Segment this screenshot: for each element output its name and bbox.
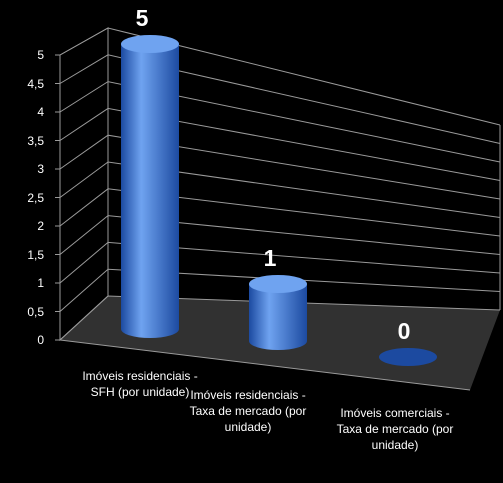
bar	[249, 275, 307, 350]
data-label: 0	[397, 318, 411, 344]
y-tick-label: 3	[37, 162, 44, 176]
bar-top	[249, 275, 307, 293]
y-tick-label: 0	[37, 333, 44, 347]
x-tick-label: Imóveis residenciais - Taxa de mercado (…	[189, 388, 307, 434]
gridline	[59, 54, 501, 144]
bar	[379, 348, 437, 366]
gridline	[59, 161, 501, 218]
y-tick-label: 1,5	[27, 247, 44, 262]
bar-top	[121, 35, 179, 53]
gridline	[59, 134, 501, 200]
x-tick-label: Imóveis comerciais - Taxa de mercado (po…	[336, 406, 454, 452]
y-tick-label: 1	[37, 276, 44, 290]
left-wall	[59, 27, 109, 342]
bar-disc	[379, 348, 437, 366]
data-label: 1	[263, 245, 277, 271]
x-tick-label: Imóveis residenciais - SFH (por unidade)	[82, 369, 198, 399]
gridline	[59, 27, 501, 126]
gridline	[59, 295, 501, 341]
gridline	[59, 188, 501, 237]
gridline	[59, 268, 501, 312]
bar	[121, 35, 179, 338]
gridlines	[55, 27, 501, 341]
y-tick-label: 4	[37, 105, 44, 119]
data-label: 5	[135, 5, 149, 31]
gridline	[59, 215, 501, 255]
y-tick-label: 4,5	[27, 76, 44, 91]
gridline	[59, 107, 501, 181]
gridline	[59, 81, 501, 163]
bar-body	[249, 284, 307, 350]
y-tick-label: 2	[37, 219, 44, 233]
bar-body	[121, 44, 179, 338]
x-axis-line	[59, 339, 471, 391]
y-tick-label: 0,5	[27, 304, 44, 319]
gridline	[59, 241, 501, 284]
y-tick-label: 5	[37, 48, 44, 62]
y-tick-label: 3,5	[27, 133, 44, 148]
y-tick-label: 2,5	[27, 190, 44, 205]
bars	[121, 35, 437, 366]
